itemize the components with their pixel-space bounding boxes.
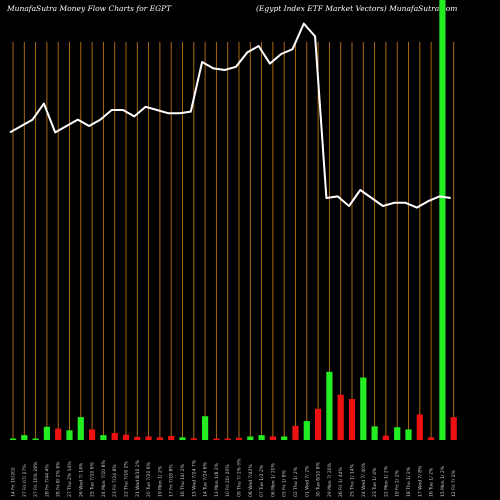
volume-bar <box>348 399 356 440</box>
volume-bar <box>394 427 401 440</box>
volume-bars <box>9 0 457 440</box>
volume-bar <box>281 436 288 440</box>
gridlines <box>12 42 455 440</box>
x-tick-label: 27 Thu 2% 14% <box>67 461 73 497</box>
x-tick-label: 01 Wed 7/ 2% <box>304 465 310 497</box>
x-tick-label: 02 Thu 1/ 2% <box>293 466 299 497</box>
volume-bar <box>43 426 50 440</box>
volume-bar <box>337 394 344 440</box>
x-tick-label: 08 Wed 7/42% <box>248 463 254 497</box>
volume-bar <box>66 430 73 440</box>
x-tick-label: 24 Mon 7/10 8% <box>101 460 107 497</box>
x-tick-label: 07 Tue 1/2 2% <box>259 464 265 497</box>
x-tick-label: 26 Wed 7/ 14% <box>78 462 84 497</box>
volume-bar <box>382 435 389 440</box>
volume-bar <box>213 438 220 440</box>
volume-bar <box>32 438 39 440</box>
volume-bar <box>326 371 333 440</box>
x-tick-label: 19 Fri 2/ 2% <box>395 469 401 497</box>
volume-bar <box>179 437 186 440</box>
volume-bar <box>405 429 412 440</box>
volume-bar <box>122 434 130 440</box>
x-tick-label: 28 Fri 8/ 2% 6% <box>56 461 62 497</box>
x-tick-label: 09 Thu 7/ 2% 0% <box>237 458 243 497</box>
volume-bar <box>371 426 378 440</box>
x-tick-label: 23 Tue 1/ 4% <box>372 467 378 497</box>
x-tick-label: 30 Tue 8/10 8% <box>316 461 322 497</box>
volume-bar <box>360 377 367 440</box>
x-tick-label: 22 Thu 7/16 2% <box>124 461 130 497</box>
volume-bar <box>269 436 276 440</box>
volume-bar <box>55 428 62 440</box>
chart-title: MunafaSutra Money Flow Charts for EGPT <box>7 4 172 13</box>
volume-bar <box>202 416 209 440</box>
x-tick-label: 14 Tue 7/24 6% <box>203 461 209 497</box>
x-tick-label: 13 Mon 1/8 2% <box>214 462 220 497</box>
volume-bar <box>303 421 310 440</box>
x-tick-label: 16 Thu 14/ 2% <box>180 463 186 497</box>
volume-bar <box>292 425 299 440</box>
volume-bar <box>134 436 141 440</box>
volume-bar <box>9 438 17 440</box>
volume-bar <box>145 436 152 440</box>
x-tick-label: 16 Tue 1/ 2% <box>429 467 435 497</box>
price-line <box>9 22 451 209</box>
volume-bar <box>439 0 446 440</box>
x-tick-label: 28 Fri 7/44 4% <box>44 464 50 497</box>
x-tick-label: 15 Mon 1/ 2% <box>440 465 446 497</box>
volume-bar <box>428 437 435 440</box>
x-tick-label: 03 Fri 1/ 8% <box>282 469 288 497</box>
volume-bar <box>315 408 322 440</box>
x-tick-label: 29 Mon 7/ 20% <box>327 462 333 497</box>
volume-bar <box>21 435 28 440</box>
volume-bar <box>111 432 118 440</box>
x-tick-label: 20 Tue 7/20 6% <box>146 461 152 497</box>
x-tick-label: 17 Wed 7/ 8% <box>417 465 423 497</box>
x-tick-label: 17 Fri 7/18 8% <box>169 464 175 497</box>
volume-bar <box>224 438 231 440</box>
chart-subtitle: (Egypt Index ETF Market Vectors) MunafaS… <box>256 4 458 13</box>
volume-bar <box>77 417 84 440</box>
x-tick-label: 24 Wed 7/ 40% <box>361 462 367 497</box>
x-axis-labels: 14 Fri 10/202 27 Fri 07/ 27% 27 Fri 10% 28… <box>11 458 458 497</box>
x-tick-label: 15 Wed 7/24 7% <box>191 459 197 497</box>
x-tick-label: 22 Mon 1/ 2% <box>383 465 389 497</box>
x-tick-label: 06 Mon 1/ 20% <box>270 462 276 497</box>
volume-bar <box>416 414 423 440</box>
volume-bar <box>450 417 457 440</box>
x-tick-label: 25 Tue 7/10 6% <box>90 461 96 497</box>
x-tick-label: 19 Mon 1/ 2% <box>157 465 163 497</box>
x-tick-label: 18 Thu 1/ 2% <box>406 466 412 497</box>
volume-bar <box>89 429 96 440</box>
x-tick-label: 12 Fri 7/ 2% <box>451 469 457 497</box>
x-tick-label: 25 Thu 1/ 14% <box>350 463 356 497</box>
volume-bar <box>100 435 107 440</box>
volume-bar <box>190 438 197 440</box>
x-tick-label: 27 Fri 07/ 27% <box>22 464 28 497</box>
x-tick-label: 26 Fri 1/ 44% <box>338 467 344 497</box>
x-tick-label: 23 Fri 7/24 8% <box>112 464 118 497</box>
x-tick-label: 10 Fri 20/ 20% <box>225 464 231 497</box>
x-tick-label: 21 Wed 8/10 2% <box>135 459 141 497</box>
volume-bar <box>258 435 265 440</box>
volume-bar <box>247 436 254 440</box>
volume-bar <box>156 437 163 440</box>
x-tick-label: 14 Fri 10/202 <box>11 467 17 497</box>
x-tick-label: 27 Fri 10% 28% <box>33 461 39 497</box>
volume-bar <box>168 436 175 440</box>
volume-bar <box>235 437 243 440</box>
